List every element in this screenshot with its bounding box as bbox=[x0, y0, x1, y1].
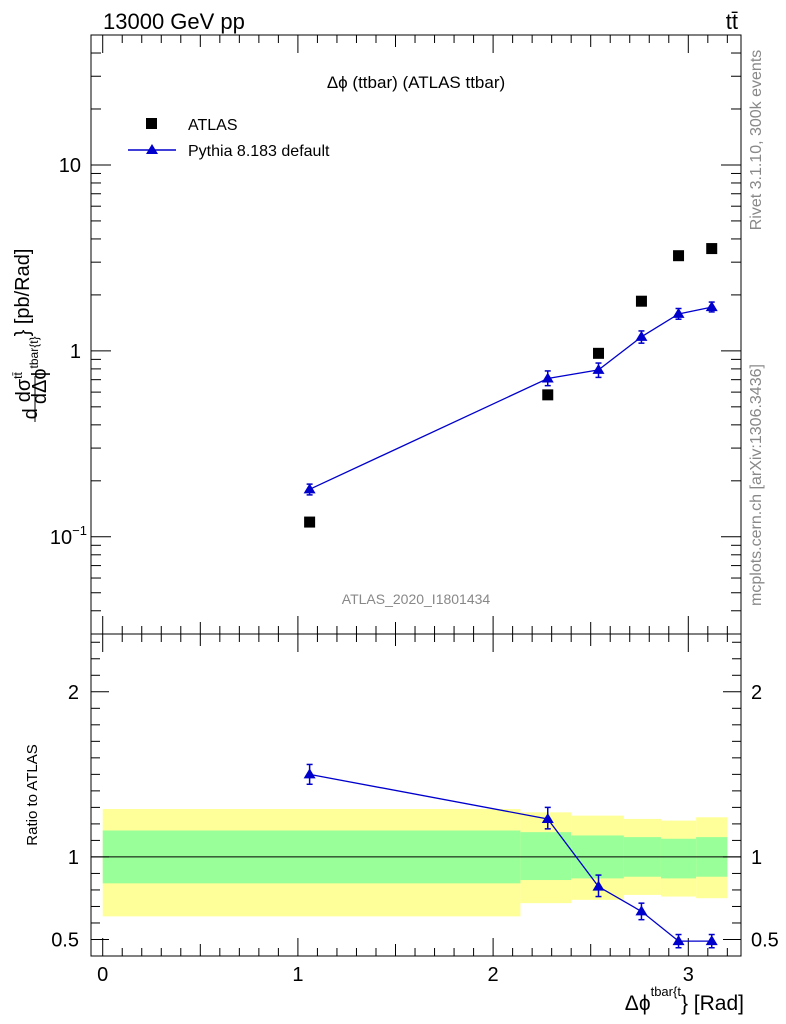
ratio-xtick-label: 1 bbox=[292, 964, 303, 986]
atlas-point bbox=[304, 516, 316, 528]
mc-point bbox=[635, 330, 648, 341]
ylabel-tail: } [pb/Rad] bbox=[12, 249, 34, 337]
mc-main bbox=[303, 301, 718, 496]
ylabel-dsigma: dσ bbox=[13, 378, 35, 402]
legend-atlas-marker bbox=[146, 118, 157, 129]
ratio-xtick-label: 3 bbox=[683, 964, 694, 986]
main-title: Δϕ (ttbar) (ATLAS ttbar) bbox=[327, 73, 505, 92]
ratio-frame bbox=[90, 633, 742, 957]
atlas-point bbox=[542, 389, 554, 401]
ratio-xtick-label: 2 bbox=[488, 964, 499, 986]
ratio-ytick-label-right: 2 bbox=[751, 682, 762, 704]
ratio-ylabel: Ratio to ATLAS bbox=[24, 744, 41, 845]
mc-line bbox=[309, 306, 712, 490]
main-ylabel: d dσtt̄ dΔϕtbar{t}} [pb/Rad] bbox=[11, 249, 51, 422]
ratio-panel: 0.5 0.5 1 1 2 2 0 1 2 3 Ratio to ATLAS Δϕtbar{t}… bbox=[24, 633, 779, 1015]
ratio-ytick-label: 1 bbox=[68, 847, 79, 869]
mc-ratio-point bbox=[672, 935, 685, 946]
main-ytick-label: 1 bbox=[70, 341, 81, 363]
mc-ratio-point bbox=[705, 935, 718, 946]
atlas-point bbox=[673, 250, 685, 262]
atlas-point bbox=[635, 295, 647, 307]
ratio-ytick-labels: 0.5 0.5 1 1 2 2 bbox=[51, 682, 779, 952]
legend-mc-label: Pythia 8.183 default bbox=[188, 143, 330, 160]
main-ytick-exp: −1 bbox=[72, 523, 87, 538]
band-inner bbox=[660, 838, 697, 879]
mc-point bbox=[705, 301, 718, 312]
main-ytick-label: 10 bbox=[59, 155, 81, 177]
svg-text:ddσtt̄dΔϕtbar{t}} [pb/Rad]: d dσtt̄ dΔϕtbar{t}} [pb/Rad] bbox=[11, 249, 51, 420]
analysis-label: ATLAS_2020_I1801434 bbox=[342, 591, 491, 607]
ratio-xtick-label: 0 bbox=[97, 964, 108, 986]
main-ticks bbox=[91, 34, 741, 635]
mc-ratio-point bbox=[635, 905, 648, 916]
legend-mc-marker bbox=[146, 144, 158, 154]
xlabel-phi: Δϕ bbox=[625, 992, 651, 1015]
legend-atlas-label: ATLAS bbox=[188, 117, 238, 134]
mc-point bbox=[303, 483, 316, 494]
ratio-xtick-labels: 0 1 2 3 bbox=[97, 964, 694, 986]
data-main bbox=[304, 243, 718, 528]
mc-ratio-point bbox=[592, 880, 605, 891]
ylabel-d: d bbox=[20, 408, 42, 419]
main-ytick-label: 10−1 bbox=[50, 523, 87, 549]
ratio-bands bbox=[102, 809, 728, 917]
ylabel-phi-sub: tbar{t} bbox=[27, 336, 41, 368]
process-label: tt̄ bbox=[726, 9, 738, 34]
mc-ratio-line bbox=[309, 773, 712, 942]
xlabel-sup: tbar{t bbox=[651, 984, 682, 999]
xlabel-tail: } [Rad] bbox=[681, 992, 744, 1015]
mc-point bbox=[672, 307, 685, 318]
ratio-ytick-label-right: 0.5 bbox=[751, 929, 779, 951]
rivet-label: Rivet 3.1.10, 300k events bbox=[748, 50, 765, 231]
mc-ratio bbox=[303, 763, 718, 949]
ylabel-dphi: dΔϕ bbox=[29, 368, 51, 404]
mc-point bbox=[541, 372, 554, 383]
ylabel-sigma-sup: tt̄ bbox=[11, 371, 25, 378]
mcplots-label: mcplots.cern.ch [arXiv:1306.3436] bbox=[748, 364, 765, 606]
legend: ATLAS Pythia 8.183 default bbox=[128, 117, 330, 160]
main-ytick-base: 10 bbox=[50, 527, 72, 549]
mc-point bbox=[592, 363, 605, 374]
ratio-ytick-label: 2 bbox=[68, 682, 79, 704]
mc-ratio-point bbox=[303, 768, 316, 779]
mc-ratio-point bbox=[541, 812, 554, 823]
main-ytick-base: 10 bbox=[59, 155, 81, 177]
ratio-ticks bbox=[91, 634, 741, 957]
atlas-point bbox=[706, 243, 718, 255]
band-inner bbox=[520, 832, 572, 881]
main-ytick-base: 1 bbox=[70, 341, 81, 363]
atlas-point bbox=[593, 347, 605, 359]
energy-label: 13000 GeV pp bbox=[103, 9, 245, 34]
ratio-ytick-label: 0.5 bbox=[51, 929, 79, 951]
ratio-xlabel: Δϕtbar{t} [Rad] bbox=[625, 984, 744, 1015]
ratio-ytick-label-right: 1 bbox=[751, 847, 762, 869]
